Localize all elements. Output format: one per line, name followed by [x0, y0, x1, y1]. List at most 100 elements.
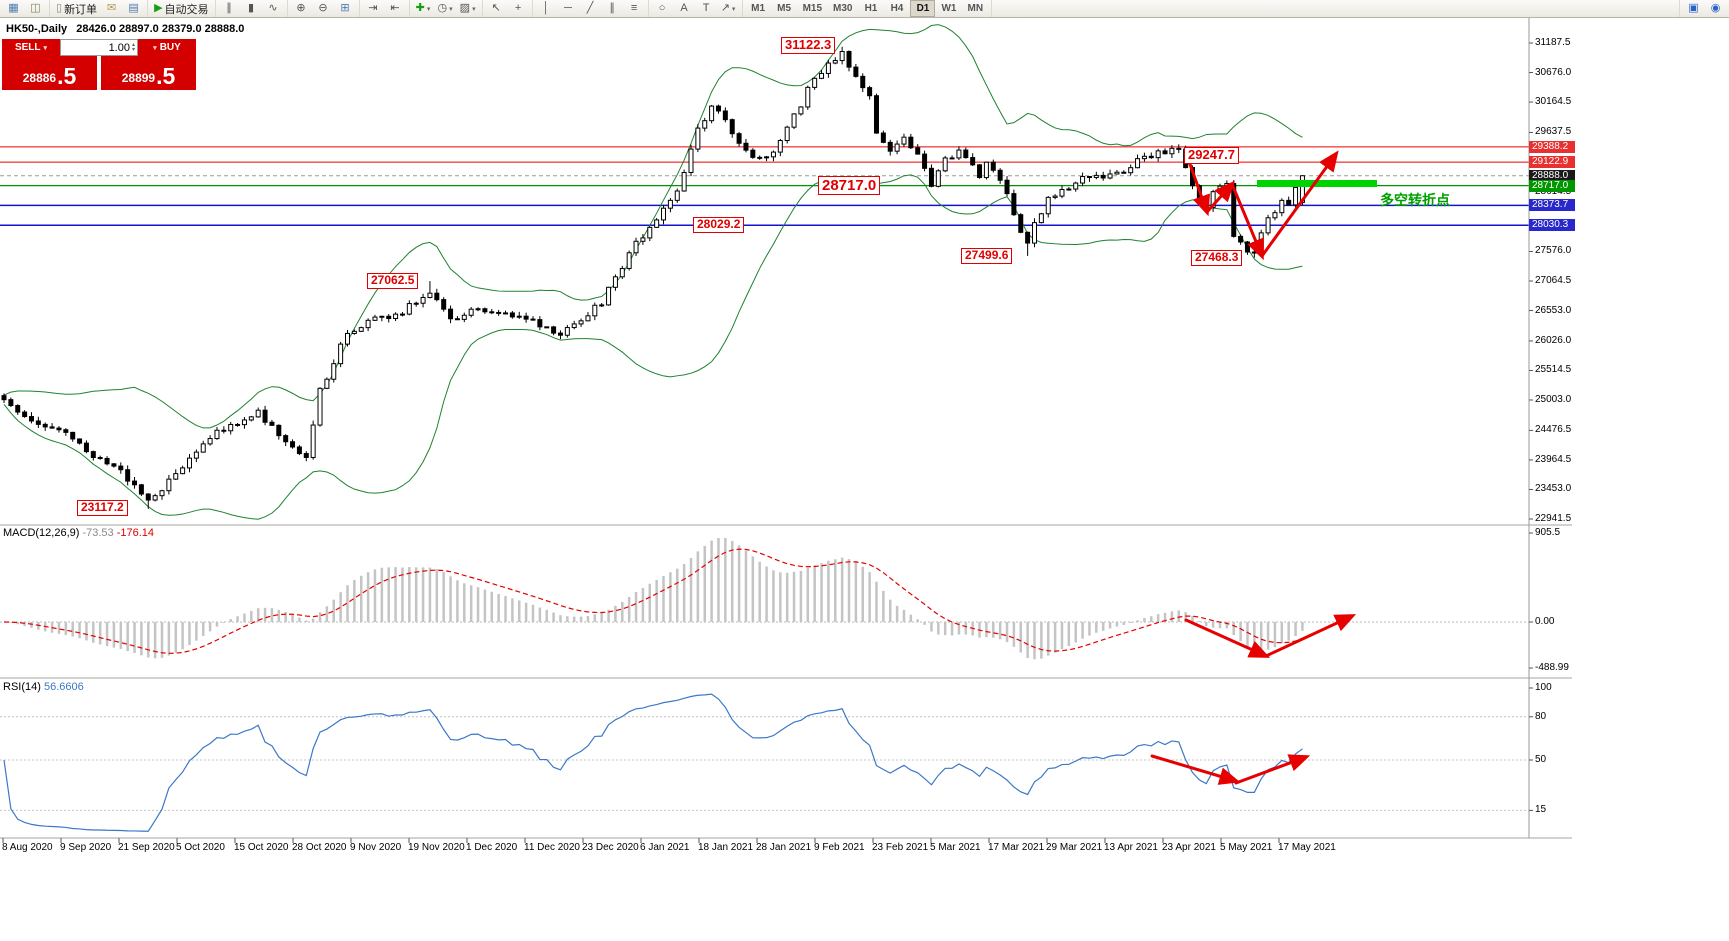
- price-axis-label: 30676.0: [1535, 66, 1572, 78]
- crosshair-button[interactable]: +: [508, 0, 529, 17]
- periods-button[interactable]: ◷ ▾: [435, 0, 456, 17]
- rsi-axis-label: 50: [1535, 754, 1547, 765]
- timeframe-h4[interactable]: H4: [890, 3, 904, 14]
- cursor-icon: ↖: [491, 2, 501, 14]
- vertical-line-icon: │: [542, 2, 550, 14]
- sell-button[interactable]: SELL ▾: [2, 39, 60, 56]
- price-axis-label: 24476.5: [1535, 424, 1572, 436]
- annotation-price-label: 27499.6: [961, 248, 1013, 264]
- timeframe-h1[interactable]: H1: [864, 3, 878, 14]
- buy-price-main: 28899: [121, 71, 156, 85]
- rsi-axis-label: 100: [1535, 682, 1552, 693]
- auto-scroll-button[interactable]: ⇥: [363, 0, 384, 17]
- tile-windows-icon: ⊞: [340, 2, 350, 14]
- date-label: 6 Jan 2021: [640, 842, 690, 853]
- profiles-button[interactable]: ◫: [25, 0, 46, 17]
- arrows-tool-icon: ↗: [720, 2, 730, 14]
- periods-icon: ◷: [437, 2, 448, 14]
- annotation-price-label: 31122.3: [781, 37, 836, 54]
- timeframe-m30[interactable]: M30: [833, 3, 853, 14]
- timeframe-w1[interactable]: W1: [941, 3, 957, 14]
- vertical-line-button[interactable]: │: [536, 0, 557, 17]
- symbol-title: HK50-,Daily 28426.0 28897.0 28379.0 2888…: [6, 23, 250, 35]
- price-axis-label: 23964.5: [1535, 453, 1572, 465]
- zoom-out-button[interactable]: ⊖: [313, 0, 334, 17]
- main-toolbar: ▦ ◫ ▯ 新订单 ✉ ▤ ▶ 自动交易 ∥ ▮ ∿ ⊕ ⊖ ⊞ ⇥ ⇤ ✚ ▾ ◷ ▾ ▨ ▾ ↖ + │ ─ ╱ ∥ ≡ ○ A T ↗ ▾ M…: [0, 0, 1729, 18]
- buy-label: BUY: [159, 42, 181, 53]
- date-label: 21 Sep 2020: [118, 842, 175, 853]
- sell-price-pips: .5: [57, 63, 77, 89]
- buy-button[interactable]: ▾ BUY: [138, 39, 196, 56]
- line-chart-button[interactable]: ∿: [263, 0, 284, 17]
- horizontal-line-button[interactable]: ─: [558, 0, 579, 17]
- date-label: 23 Apr 2021: [1162, 842, 1216, 853]
- help-button[interactable]: ◉: [1705, 0, 1726, 17]
- tile-windows-button[interactable]: ⊞: [335, 0, 356, 17]
- new-chart-button[interactable]: ▦: [3, 0, 24, 17]
- timeframe-m5[interactable]: M5: [777, 3, 792, 14]
- price-axis-label: 25514.5: [1535, 364, 1572, 376]
- auto-scroll-icon: ⇥: [368, 2, 378, 14]
- fibonacci-button[interactable]: ≡: [624, 0, 645, 17]
- date-label: 29 Mar 2021: [1046, 842, 1103, 853]
- buy-price[interactable]: 28899.5: [101, 56, 196, 90]
- zoom-out-icon: ⊖: [318, 2, 328, 14]
- date-label: 8 Aug 2020: [2, 842, 53, 853]
- volume-value: 1.00: [108, 41, 130, 54]
- date-label: 5 May 2021: [1220, 842, 1273, 853]
- channel-button[interactable]: ∥: [602, 0, 623, 17]
- chart-window-button[interactable]: ▣: [1683, 0, 1704, 17]
- date-label: 5 Mar 2021: [930, 842, 981, 853]
- sell-price[interactable]: 28886.5: [2, 56, 97, 90]
- chart-window-icon: ▣: [1688, 2, 1699, 14]
- price-tag: 28373.7: [1529, 199, 1575, 212]
- profiles-icon: ◫: [30, 2, 41, 14]
- date-label: 23 Dec 2020: [582, 842, 639, 853]
- new-order-icon: ▯: [56, 2, 63, 14]
- text-button[interactable]: A: [674, 0, 695, 17]
- timeframe-m15[interactable]: M15: [802, 3, 823, 14]
- price-axis-label: 22941.5: [1535, 513, 1572, 524]
- turning-point-label: 多空转折点: [1380, 192, 1450, 208]
- mail-button[interactable]: ✉: [101, 0, 122, 17]
- text-label-button[interactable]: T: [696, 0, 717, 17]
- help-icon: ◉: [1710, 2, 1721, 14]
- chart-shift-icon: ⇤: [390, 2, 400, 14]
- zoom-in-button[interactable]: ⊕: [291, 0, 312, 17]
- candles-chart-icon: ▮: [248, 2, 255, 14]
- rsi-axis-label: 15: [1535, 804, 1547, 816]
- date-label: 17 Mar 2021: [988, 842, 1045, 853]
- templates-icon: ▨: [459, 2, 471, 14]
- indicators-button[interactable]: ✚ ▾: [413, 0, 434, 17]
- timeframe-d1[interactable]: D1: [910, 0, 936, 17]
- candles-chart-button[interactable]: ▮: [241, 0, 262, 17]
- arrows-tool-button[interactable]: ↗ ▾: [718, 0, 739, 17]
- new-order-button[interactable]: ▯ 新订单: [53, 0, 100, 17]
- timeframe-m1[interactable]: M1: [751, 3, 766, 14]
- shapes-button[interactable]: ○: [652, 0, 673, 17]
- date-label: 1 Dec 2020: [466, 842, 518, 853]
- trendline-button[interactable]: ╱: [580, 0, 601, 17]
- timeframe-mn[interactable]: MN: [967, 3, 984, 14]
- annotation-price-label: 29247.7: [1184, 147, 1239, 164]
- indicators-icon: ✚: [415, 2, 425, 14]
- text-label-icon: T: [702, 2, 710, 14]
- volume-stepper[interactable]: ▴ ▾: [131, 42, 135, 53]
- channel-icon: ∥: [609, 2, 615, 14]
- rsi-axis-label: 80: [1535, 710, 1547, 722]
- annotation-price-label: 23117.2: [77, 500, 128, 516]
- templates-button[interactable]: ▨ ▾: [457, 0, 479, 17]
- chevron-down-icon: ▾: [449, 5, 453, 13]
- mail-icon: ✉: [106, 2, 117, 14]
- price-axis-label: 29637.5: [1535, 126, 1572, 138]
- volume-field[interactable]: 1.00 ▴ ▾: [60, 39, 138, 56]
- bars-chart-button[interactable]: ∥: [219, 0, 240, 17]
- autotrading-button[interactable]: ▶ 自动交易: [151, 0, 211, 17]
- cursor-button[interactable]: ↖: [486, 0, 507, 17]
- chart-shift-button[interactable]: ⇤: [385, 0, 406, 17]
- news-button[interactable]: ▤: [123, 0, 144, 17]
- fibonacci-icon: ≡: [630, 2, 638, 14]
- spin-down-icon[interactable]: ▾: [131, 46, 135, 53]
- price-tag: 29122.9: [1529, 156, 1575, 169]
